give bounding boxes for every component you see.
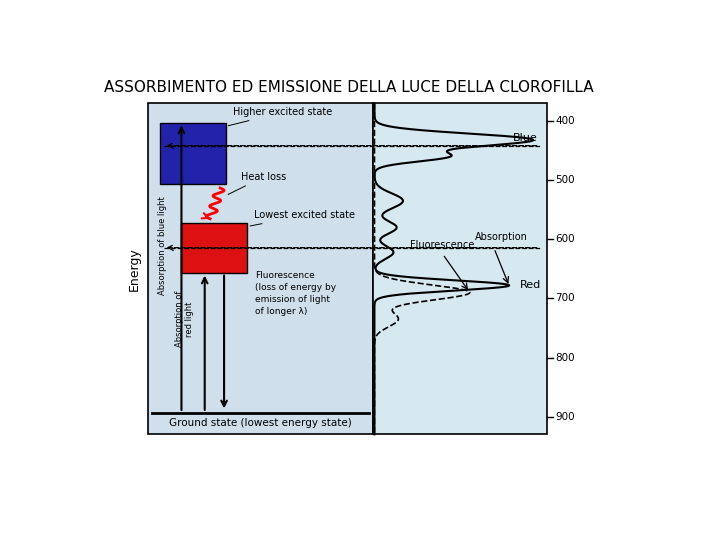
Text: ASSORBIMENTO ED EMISSIONE DELLA LUCE DELLA CLOROFILLA: ASSORBIMENTO ED EMISSIONE DELLA LUCE DEL… <box>104 80 593 95</box>
Text: Red: Red <box>520 280 541 291</box>
Text: 500: 500 <box>555 175 575 185</box>
Bar <box>148 103 373 434</box>
Text: 700: 700 <box>555 293 575 303</box>
Text: Absorption of blue light: Absorption of blue light <box>158 197 166 295</box>
Text: Heat loss: Heat loss <box>228 172 287 194</box>
Bar <box>373 103 547 434</box>
Text: Blue: Blue <box>513 133 538 144</box>
Bar <box>160 123 225 184</box>
Text: 600: 600 <box>555 234 575 244</box>
Text: Higher excited state: Higher excited state <box>228 107 333 126</box>
Text: 800: 800 <box>555 353 575 362</box>
Text: 900: 900 <box>555 411 575 422</box>
Text: Absorption of
red light: Absorption of red light <box>175 291 194 347</box>
Text: Fluorescence: Fluorescence <box>410 240 474 250</box>
Text: Lowest excited state: Lowest excited state <box>250 211 355 226</box>
Text: 400: 400 <box>555 116 575 126</box>
Text: Energy: Energy <box>127 247 140 291</box>
Text: Absorption: Absorption <box>475 232 528 242</box>
Text: Ground state (lowest energy state): Ground state (lowest energy state) <box>169 418 352 428</box>
Bar <box>181 222 248 273</box>
Text: Fluorescence
(loss of energy by
emission of light
of longer λ): Fluorescence (loss of energy by emission… <box>255 271 336 315</box>
